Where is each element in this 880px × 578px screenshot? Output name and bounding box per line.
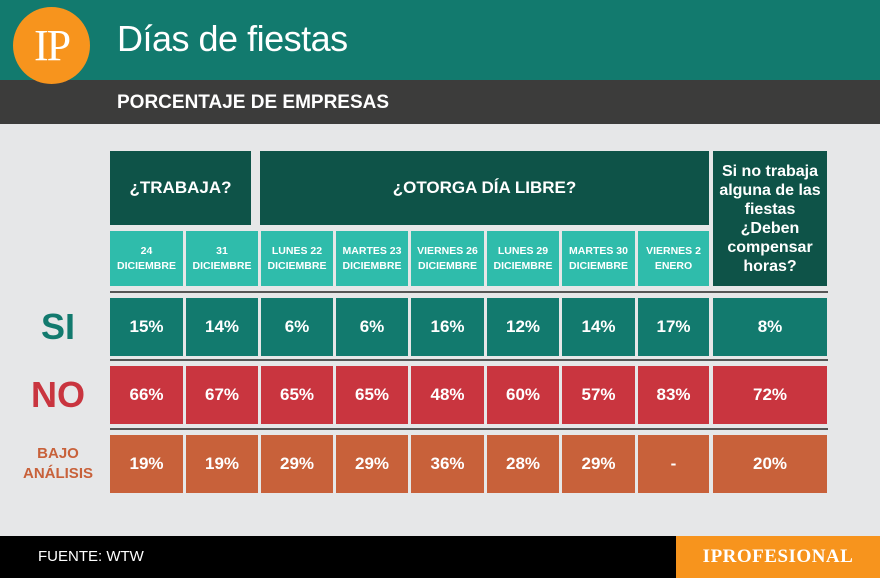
date-header-top: MARTES 30 bbox=[569, 244, 628, 257]
page-title: Días de fiestas bbox=[117, 18, 348, 59]
group-header-trabaja: ¿TRABAJA? bbox=[110, 151, 251, 225]
separator-line bbox=[110, 428, 828, 430]
page-subtitle: PORCENTAJE DE EMPRESAS bbox=[117, 92, 390, 113]
value-cell-no: 65% bbox=[336, 366, 408, 424]
value-cell-bajo-analisis: 28% bbox=[487, 435, 559, 493]
date-header-top: 24 bbox=[140, 244, 153, 257]
value-cell-no: 83% bbox=[638, 366, 709, 424]
date-header-bottom: DICIEMBRE bbox=[418, 259, 477, 272]
date-header-bottom: DICIEMBRE bbox=[569, 259, 628, 272]
value-cell-no: 72% bbox=[713, 366, 827, 424]
date-header-cell: VIERNES 2 ENERO bbox=[638, 231, 709, 286]
value-cell-bajo-analisis: 19% bbox=[186, 435, 258, 493]
value-cell-si: 14% bbox=[562, 298, 635, 356]
date-header-top: LUNES 29 bbox=[497, 244, 549, 257]
value-cell-no: 65% bbox=[261, 366, 333, 424]
date-header-bottom: DICIEMBRE bbox=[493, 259, 553, 272]
date-header-cell: MARTES 30 DICIEMBRE bbox=[562, 231, 635, 286]
row-label-bajo-analisis: BAJO ANÁLISIS bbox=[22, 445, 93, 482]
value-cell-si: 12% bbox=[487, 298, 559, 356]
separator-line bbox=[110, 359, 828, 361]
date-header-cell: LUNES 22 DICIEMBRE bbox=[261, 231, 333, 286]
date-header-top: LUNES 22 bbox=[271, 244, 323, 257]
iprofesional-brand: IPROFESIONAL bbox=[676, 536, 880, 578]
value-cell-bajo-analisis: 29% bbox=[261, 435, 333, 493]
date-header-bottom: DICIEMBRE bbox=[117, 259, 176, 272]
value-cell-bajo-analisis: 19% bbox=[110, 435, 183, 493]
date-header-cell: MARTES 23 DICIEMBRE bbox=[336, 231, 408, 286]
value-cell-si: 6% bbox=[336, 298, 408, 356]
date-header-cell: VIERNES 26 DICIEMBRE bbox=[411, 231, 484, 286]
value-cell-si: 14% bbox=[186, 298, 258, 356]
value-cell-si: 8% bbox=[713, 298, 827, 356]
value-cell-bajo-analisis: 20% bbox=[713, 435, 827, 493]
value-cell-bajo-analisis: - bbox=[638, 435, 709, 493]
date-header-cell: 31 DICIEMBRE bbox=[186, 231, 258, 286]
date-header-bottom: DICIEMBRE bbox=[192, 259, 252, 272]
date-header-top: 31 bbox=[216, 244, 228, 257]
compensa-horas-header: Si no trabaja alguna de las fiestas ¿Deb… bbox=[713, 151, 827, 286]
value-cell-si: 16% bbox=[411, 298, 484, 356]
ip-logo: IP bbox=[13, 7, 90, 84]
row-label-no: NO bbox=[31, 374, 85, 415]
value-cell-bajo-analisis: 36% bbox=[411, 435, 484, 493]
row-label-si: SI bbox=[40, 306, 75, 347]
value-cell-bajo-analisis: 29% bbox=[562, 435, 635, 493]
group-header-otorga-dia-libre: ¿OTORGA DÍA LIBRE? bbox=[260, 151, 709, 225]
separator-line bbox=[110, 291, 828, 293]
value-cell-no: 66% bbox=[110, 366, 183, 424]
date-header-cell: LUNES 29 DICIEMBRE bbox=[487, 231, 559, 286]
value-cell-no: 67% bbox=[186, 366, 258, 424]
value-cell-si: 17% bbox=[638, 298, 709, 356]
date-header-bottom: ENERO bbox=[654, 259, 693, 272]
date-header-bottom: DICIEMBRE bbox=[342, 259, 402, 272]
date-header-top: VIERNES 2 bbox=[646, 244, 701, 257]
value-cell-no: 60% bbox=[487, 366, 559, 424]
source-note: FUENTE: WTW bbox=[38, 548, 144, 565]
date-header-bottom: DICIEMBRE bbox=[267, 259, 327, 272]
value-cell-si: 15% bbox=[110, 298, 183, 356]
value-cell-no: 57% bbox=[562, 366, 635, 424]
header-bar bbox=[0, 0, 880, 80]
date-header-top: VIERNES 26 bbox=[417, 244, 478, 257]
value-cell-no: 48% bbox=[411, 366, 484, 424]
subtitle-bar bbox=[0, 80, 880, 124]
value-cell-bajo-analisis: 29% bbox=[336, 435, 408, 493]
date-header-cell: 24 DICIEMBRE bbox=[110, 231, 183, 286]
date-header-top: MARTES 23 bbox=[342, 244, 402, 257]
value-cell-si: 6% bbox=[261, 298, 333, 356]
